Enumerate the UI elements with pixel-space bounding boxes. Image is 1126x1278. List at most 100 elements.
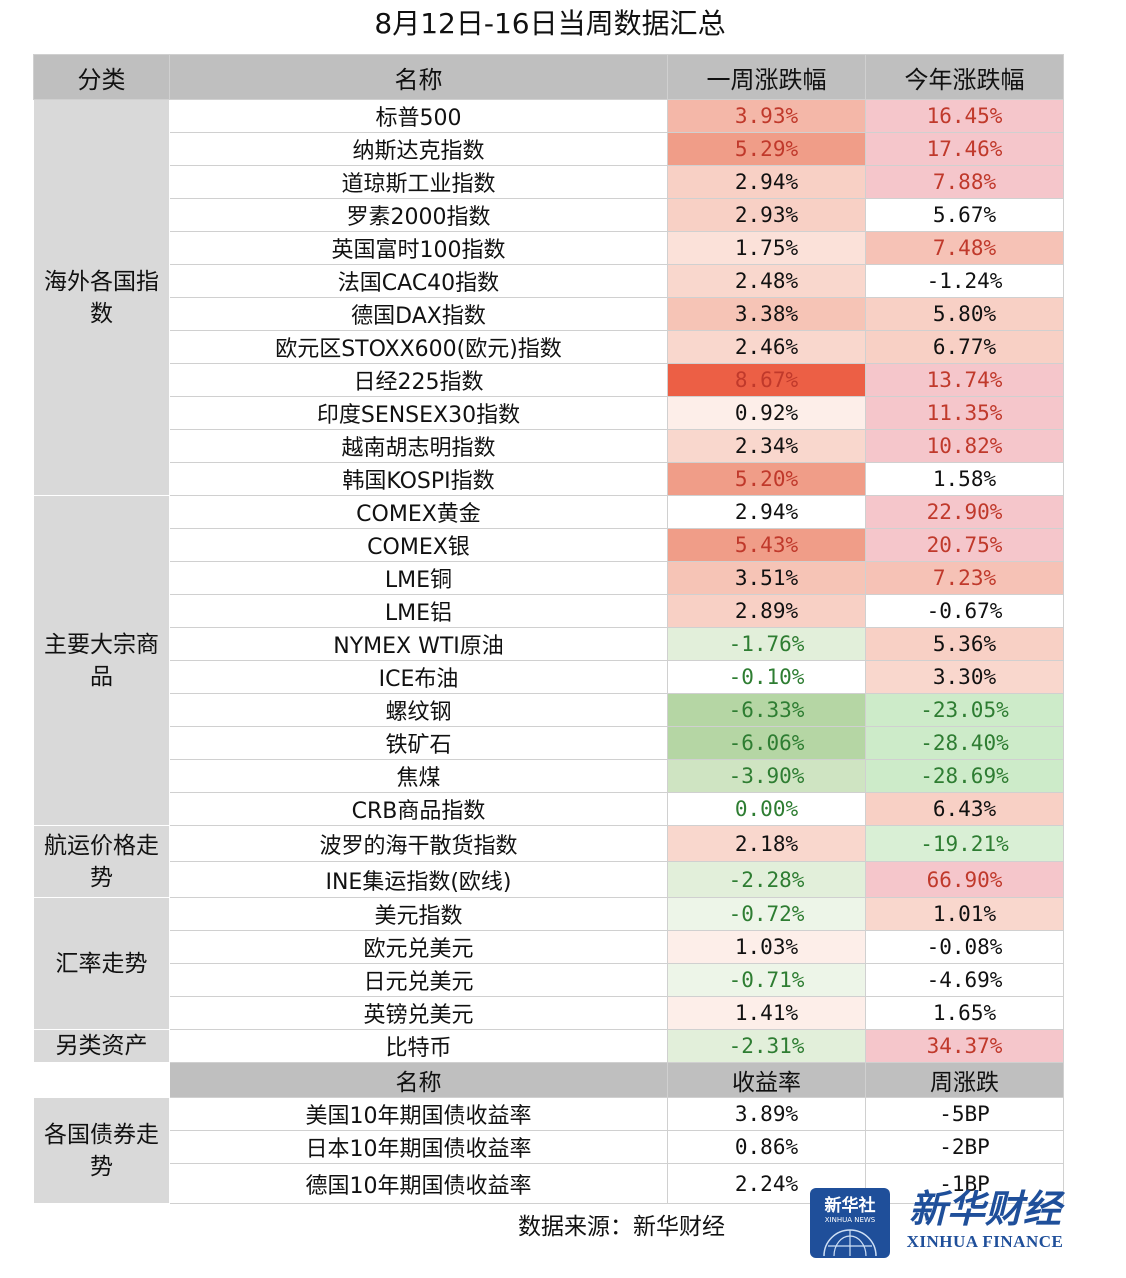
ytd-change-cell: 17.46% [865, 132, 1064, 166]
bond-header-row: 名称 收益率 周涨跌 [33, 1062, 1064, 1098]
ytd-change-cell: 1.58% [865, 462, 1064, 496]
week-change-cell: 5.20% [667, 462, 866, 496]
category-cell: 汇率走势 [33, 897, 170, 1030]
category-cell: 各国债券走势 [33, 1097, 170, 1204]
ytd-change-cell: -28.40% [865, 726, 1064, 760]
ytd-change-cell: -19.21% [865, 825, 1064, 862]
ytd-change-cell: 22.90% [865, 495, 1064, 529]
week-change-cell: 1.75% [667, 231, 866, 265]
table-row: 铁矿石 -6.06% -28.40% [34, 726, 1064, 760]
week-change-cell: -6.33% [667, 693, 866, 727]
category-cell: 主要大宗商品 [33, 495, 170, 826]
ytd-change-cell: 6.43% [865, 792, 1064, 826]
name-cell: 德国DAX指数 [169, 297, 668, 331]
name-cell: 铁矿石 [169, 726, 668, 760]
week-change-cell: -2.28% [667, 861, 866, 898]
table-row: 越南胡志明指数 2.34% 10.82% [34, 429, 1064, 463]
week-change-cell: -6.06% [667, 726, 866, 760]
bond-yield-cell: 3.89% [667, 1097, 866, 1131]
ytd-change-cell: 7.23% [865, 561, 1064, 595]
week-change-cell: 1.03% [667, 930, 866, 964]
week-change-cell: 5.43% [667, 528, 866, 562]
table-row: 欧元兑美元 1.03% -0.08% [34, 930, 1064, 964]
logo-badge-en: XINHUA NEWS [824, 1216, 876, 1224]
bond-change-cell: -5BP [865, 1097, 1064, 1131]
ytd-change-cell: 11.35% [865, 396, 1064, 430]
name-cell: COMEX黄金 [169, 495, 668, 529]
name-cell: 标普500 [169, 99, 668, 133]
table-row: 航运价格走势 波罗的海干散货指数 2.18% -19.21% [33, 825, 1064, 898]
table-row: 主要大宗商品 COMEX黄金 2.94% 22.90% [33, 495, 1064, 826]
ytd-change-cell: -4.69% [865, 963, 1064, 997]
name-cell: 道琼斯工业指数 [169, 165, 668, 199]
week-change-cell: 0.92% [667, 396, 866, 430]
name-cell: LME铝 [169, 594, 668, 628]
name-cell: 罗素2000指数 [169, 198, 668, 232]
table-row: ICE布油 -0.10% 3.30% [34, 660, 1064, 694]
table-row: 日经225指数 8.67% 13.74% [34, 363, 1064, 397]
bond-name-cell: 日本10年期国债收益率 [169, 1130, 668, 1164]
table-row: 英国富时100指数 1.75% 7.48% [34, 231, 1064, 265]
data-source: 数据来源：新华财经 [518, 1214, 725, 1240]
week-change-cell: -1.76% [667, 627, 866, 661]
bond-yield-cell: 2.24% [667, 1163, 866, 1204]
bond-name-cell: 德国10年期国债收益率 [169, 1163, 668, 1204]
ytd-change-cell: 10.82% [865, 429, 1064, 463]
bond-change-cell: -1BP [865, 1163, 1064, 1204]
ytd-change-cell: -0.67% [865, 594, 1064, 628]
name-cell: 韩国KOSPI指数 [169, 462, 668, 496]
name-cell: LME铜 [169, 561, 668, 595]
ytd-change-cell: 5.67% [865, 198, 1064, 232]
ytd-change-cell: -23.05% [865, 693, 1064, 727]
table-row: COMEX银 5.43% 20.75% [34, 528, 1064, 562]
name-cell: NYMEX WTI原油 [169, 627, 668, 661]
table-row: 日元兑美元 -0.71% -4.69% [34, 963, 1064, 997]
ytd-change-cell: 66.90% [865, 861, 1064, 898]
name-cell: 日元兑美元 [169, 963, 668, 997]
ytd-change-cell: 1.01% [865, 897, 1064, 931]
table-row: LME铝 2.89% -0.67% [34, 594, 1064, 628]
week-change-cell: -0.72% [667, 897, 866, 931]
week-change-cell: 1.41% [667, 996, 866, 1030]
name-cell: 美元指数 [169, 897, 668, 931]
ytd-change-cell: 1.65% [865, 996, 1064, 1030]
globe-icon [823, 1229, 877, 1256]
week-change-cell: -3.90% [667, 759, 866, 793]
table-row: LME铜 3.51% 7.23% [34, 561, 1064, 595]
week-change-cell: 5.29% [667, 132, 866, 166]
data-table: 分类 名称 一周涨跌幅 今年涨跌幅 海外各国指数 标普500 3.93% 16.45%… [33, 54, 1064, 1204]
table-header-row: 分类 名称 一周涨跌幅 今年涨跌幅 [33, 54, 1064, 100]
bond-header-spacer [33, 1062, 170, 1098]
table-row: NYMEX WTI原油 -1.76% 5.36% [34, 627, 1064, 661]
bond-name-cell: 美国10年期国债收益率 [169, 1097, 668, 1131]
ytd-change-cell: 13.74% [865, 363, 1064, 397]
bond-header-yield: 收益率 [667, 1062, 866, 1098]
table-row: 焦煤 -3.90% -28.69% [34, 759, 1064, 793]
week-change-cell: 2.94% [667, 495, 866, 529]
name-cell: 比特币 [169, 1029, 668, 1063]
table-row: 法国CAC40指数 2.48% -1.24% [34, 264, 1064, 298]
week-change-cell: -2.31% [667, 1029, 866, 1063]
ytd-change-cell: 7.48% [865, 231, 1064, 265]
bond-row: 日本10年期国债收益率 0.86% -2BP [34, 1130, 1064, 1164]
ytd-change-cell: 6.77% [865, 330, 1064, 364]
category-cell: 航运价格走势 [33, 825, 170, 898]
name-cell: 印度SENSEX30指数 [169, 396, 668, 430]
name-cell: 越南胡志明指数 [169, 429, 668, 463]
week-change-cell: 2.46% [667, 330, 866, 364]
table-row: 欧元区STOXX600(欧元)指数 2.46% 6.77% [34, 330, 1064, 364]
table-row: 罗素2000指数 2.93% 5.67% [34, 198, 1064, 232]
category-cell: 海外各国指数 [33, 99, 170, 496]
xinhua-news-logo: 新华社 XINHUA NEWS [810, 1188, 890, 1258]
name-cell: 焦煤 [169, 759, 668, 793]
week-change-cell: 0.00% [667, 792, 866, 826]
bond-header-change: 周涨跌 [865, 1062, 1064, 1098]
table-row: 印度SENSEX30指数 0.92% 11.35% [34, 396, 1064, 430]
bond-change-cell: -2BP [865, 1130, 1064, 1164]
table-row: 另类资产 比特币 -2.31% 34.37% [33, 1029, 1064, 1063]
category-cell: 另类资产 [33, 1029, 170, 1063]
ytd-change-cell: 5.80% [865, 297, 1064, 331]
name-cell: 螺纹钢 [169, 693, 668, 727]
week-change-cell: 2.93% [667, 198, 866, 232]
ytd-change-cell: -28.69% [865, 759, 1064, 793]
